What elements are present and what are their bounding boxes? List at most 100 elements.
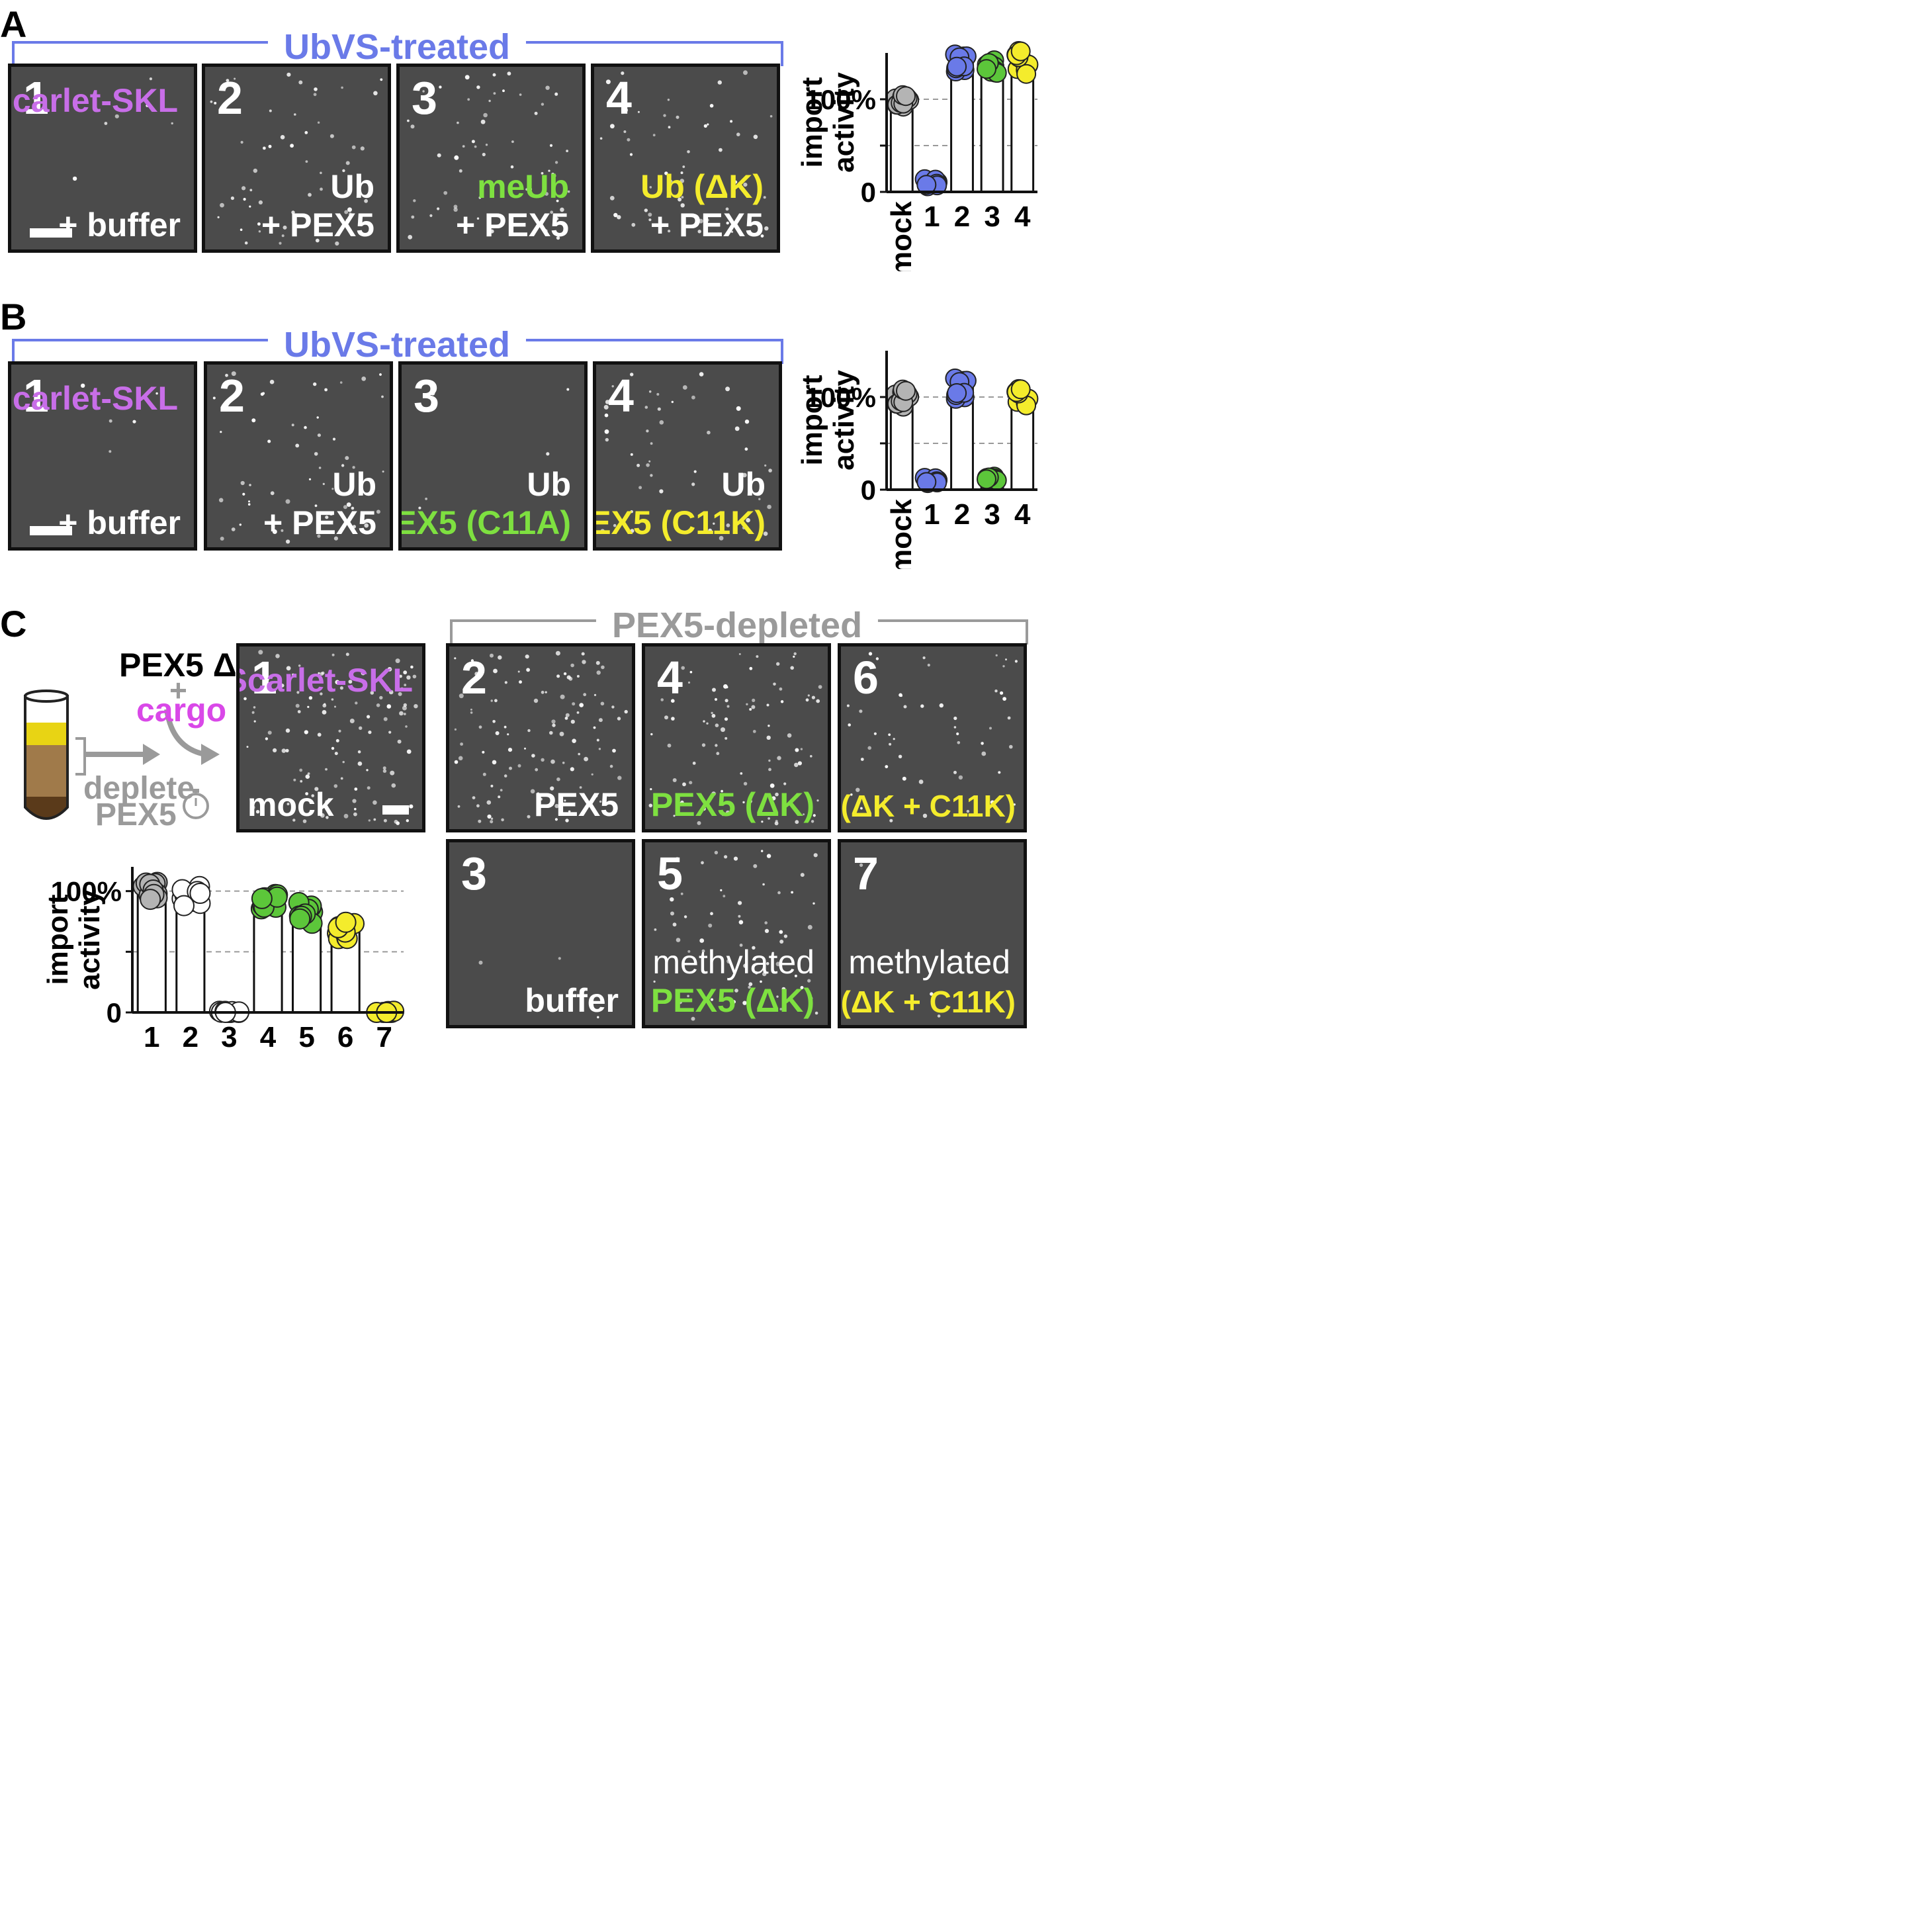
punctum xyxy=(724,736,728,740)
punctum xyxy=(493,668,498,674)
punctum xyxy=(769,783,775,788)
punctum xyxy=(437,153,441,157)
punctum xyxy=(648,212,652,217)
punctum xyxy=(680,892,683,895)
marker-label: mScarlet-SKL xyxy=(11,82,178,119)
punctum xyxy=(230,196,234,201)
punctum xyxy=(744,420,750,424)
punctum xyxy=(272,689,276,693)
y-axis-label: activity xyxy=(828,72,860,173)
punctum xyxy=(541,690,545,694)
punctum xyxy=(998,771,1001,774)
punctum xyxy=(927,664,930,667)
punctum xyxy=(334,752,338,756)
punctum xyxy=(391,783,396,788)
punctum xyxy=(764,226,769,231)
punctum xyxy=(293,778,296,781)
punctum xyxy=(724,717,728,721)
plus-sign: + xyxy=(169,673,187,707)
panel-number: 4 xyxy=(608,370,634,422)
punctum xyxy=(989,727,992,730)
punctum xyxy=(650,788,652,791)
punctum xyxy=(412,674,417,679)
punctum xyxy=(584,756,588,762)
punctum xyxy=(599,137,603,140)
marker-label: mScarlet-SKL xyxy=(240,662,413,699)
punctum xyxy=(413,199,416,202)
condition-top: Ub xyxy=(332,466,376,503)
punctum xyxy=(689,781,693,785)
punctum xyxy=(410,665,414,669)
punctum xyxy=(870,685,874,689)
punctum xyxy=(680,171,683,175)
punctum xyxy=(403,713,406,715)
punctum xyxy=(354,787,358,791)
punctum xyxy=(779,930,783,934)
punctum xyxy=(253,706,256,709)
punctum xyxy=(345,219,349,222)
punctum xyxy=(478,960,483,965)
punctum xyxy=(286,803,290,805)
punctum xyxy=(240,228,243,231)
punctum xyxy=(326,816,329,819)
punctum xyxy=(579,786,582,789)
punctum xyxy=(511,140,514,143)
punctum xyxy=(721,813,724,817)
punctum xyxy=(678,197,682,202)
panel-number: 5 xyxy=(657,848,683,899)
punctum xyxy=(726,221,729,225)
punctum xyxy=(258,650,263,655)
punctum xyxy=(756,655,759,658)
punctum xyxy=(617,776,622,780)
punctum xyxy=(710,998,714,1001)
punctum xyxy=(800,748,803,750)
punctum xyxy=(342,760,345,764)
punctum xyxy=(382,766,386,770)
punctum xyxy=(331,746,335,750)
puncta-b3 xyxy=(418,388,570,510)
micrograph-b3: 3 Ub + PEX5 (C11A) xyxy=(398,361,588,551)
punctum xyxy=(743,781,748,785)
puncta-a3 xyxy=(407,71,570,240)
condition-bottom: PEX5 xyxy=(534,786,619,823)
punctum xyxy=(486,800,492,805)
punctum xyxy=(816,699,820,703)
punctum xyxy=(794,762,799,768)
punctum xyxy=(898,754,902,758)
punctum xyxy=(525,654,529,659)
curved-arrow-icon xyxy=(164,709,220,765)
puncta-c2 xyxy=(454,650,628,824)
punctum xyxy=(593,726,596,729)
punctum xyxy=(648,390,652,393)
punctum xyxy=(409,804,414,809)
punctum xyxy=(339,686,343,690)
punctum xyxy=(320,171,322,175)
punctum xyxy=(689,670,693,674)
punctum xyxy=(478,196,482,199)
punctum xyxy=(730,120,733,123)
punctum xyxy=(657,407,661,411)
punctum xyxy=(380,78,383,81)
punctum xyxy=(272,529,277,534)
punctum xyxy=(457,121,459,124)
puncta-a1 xyxy=(72,77,173,181)
punctum xyxy=(966,809,970,813)
condition-top: Ub xyxy=(721,466,766,503)
punctum xyxy=(723,895,726,898)
layer-bracket xyxy=(75,737,86,776)
punctum xyxy=(768,768,771,772)
micrograph-c7: 7 methylated PEX5 (ΔK + C11K) xyxy=(838,839,1027,1028)
punctum xyxy=(712,688,716,692)
punctum xyxy=(605,437,609,442)
micrograph-c4: 4 PEX5 (ΔK) xyxy=(642,643,831,832)
punctum xyxy=(738,914,741,918)
puncta-c3 xyxy=(478,957,599,1018)
punctum xyxy=(578,752,580,756)
data-point xyxy=(947,56,967,77)
punctum xyxy=(220,537,224,541)
punctum xyxy=(269,379,275,384)
punctum xyxy=(764,928,769,933)
punctum xyxy=(646,429,649,433)
punctum xyxy=(317,733,322,737)
punctum xyxy=(487,814,492,819)
